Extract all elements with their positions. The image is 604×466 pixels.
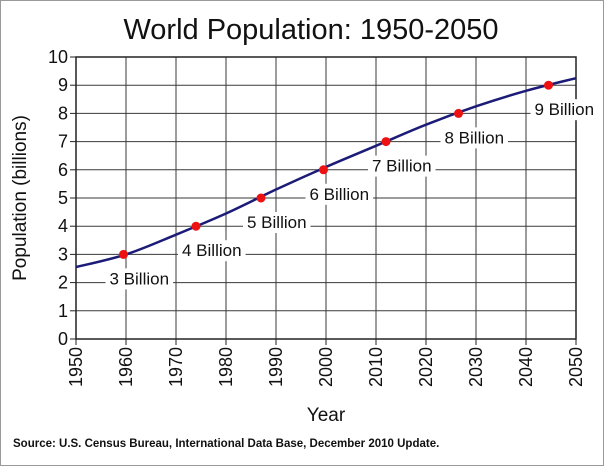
milestone-label: 4 Billion [182, 241, 242, 260]
milestone-label-bg [105, 268, 174, 290]
milestone-marker [119, 249, 128, 259]
x-tick-label: 1980 [216, 347, 236, 387]
milestone-label: 3 Billion [110, 269, 170, 288]
milestone-label-bg [305, 183, 374, 205]
y-tick-label: 4 [58, 216, 68, 236]
milestone-marker [381, 137, 391, 147]
milestone-marker [319, 165, 328, 175]
x-tick-label: 1950 [66, 347, 86, 387]
y-tick-label: 2 [58, 273, 68, 293]
y-tick-label: 8 [58, 103, 68, 123]
y-tick-label: 3 [58, 244, 68, 264]
x-axis-title: Year [307, 405, 346, 426]
x-tick-label: 1960 [116, 347, 136, 387]
milestone-label-bg [530, 99, 599, 121]
milestone-label: 6 Billion [310, 185, 370, 204]
x-tick-label: 2010 [366, 347, 386, 387]
x-tick-label: 2020 [416, 347, 436, 387]
y-tick-label: 1 [58, 301, 68, 321]
x-tick-label: 2040 [516, 347, 536, 387]
chart-title: World Population: 1950-2050 [123, 14, 498, 46]
milestone-label-bg [368, 155, 436, 177]
y-tick-label: 0 [58, 329, 68, 349]
milestone-markers [119, 80, 553, 259]
source-note: Source: U.S. Census Bureau, Internationa… [13, 438, 439, 450]
milestone-marker [454, 108, 463, 118]
milestone-marker [256, 193, 266, 203]
x-tick-label: 2000 [316, 347, 336, 387]
milestone-label: 9 Billion [535, 100, 595, 119]
y-tick-label: 10 [48, 47, 68, 67]
x-tick-label: 1970 [166, 347, 186, 387]
milestone-label: 5 Billion [247, 213, 307, 232]
milestone-label-bg [178, 240, 246, 262]
y-tick-label: 9 [58, 75, 68, 95]
milestone-marker [191, 221, 201, 231]
y-tick-label: 5 [58, 188, 68, 208]
x-tick-label: 2050 [566, 347, 586, 387]
x-tick-label: 2030 [466, 347, 486, 387]
y-axis-title: Population (billions) [10, 115, 31, 281]
milestone-label-bg [440, 127, 509, 149]
y-tick-label: 6 [58, 160, 68, 180]
milestone-label-bg [243, 212, 311, 233]
milestone-marker [544, 80, 553, 90]
milestone-label: 7 Billion [372, 157, 432, 176]
x-tick-label: 1990 [266, 347, 286, 387]
y-tick-label: 7 [58, 132, 68, 152]
y-axis-ticks: 0 1 2 3 4 5 6 7 8 9 10 [48, 47, 76, 349]
x-axis-ticks: 1950 1960 1970 1980 1990 2000 2010 2020 2030 2040… [66, 339, 586, 387]
milestone-label: 8 Billion [445, 128, 505, 147]
